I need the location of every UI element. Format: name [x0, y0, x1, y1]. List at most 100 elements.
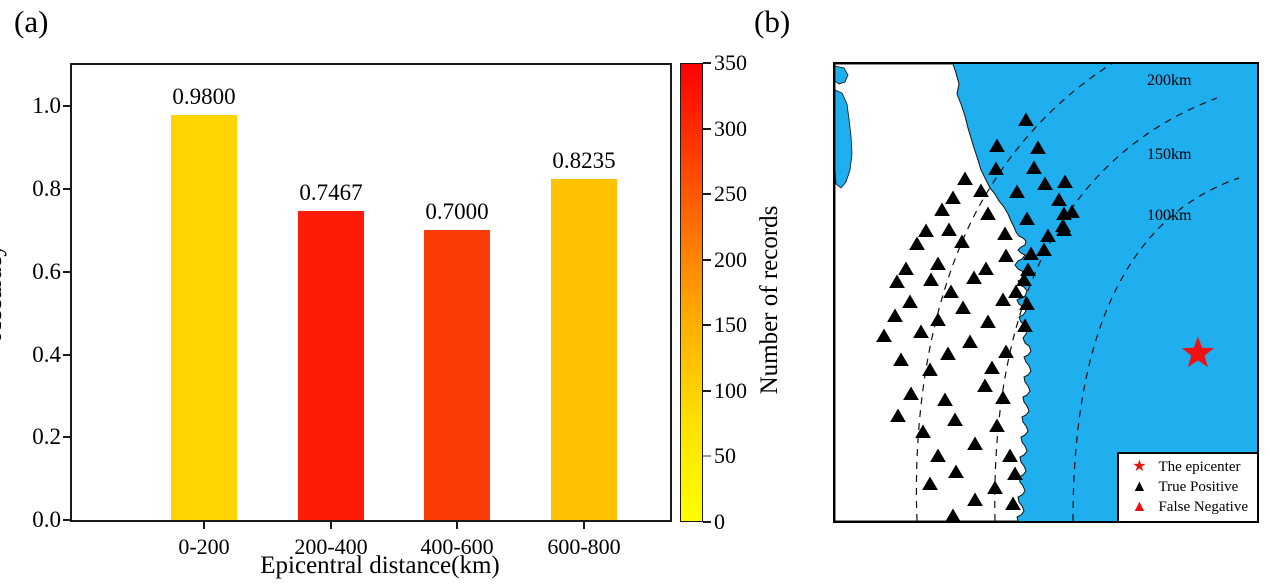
latitude-tick-label: 38°N — [833, 356, 835, 382]
station-true-positive — [984, 360, 1000, 374]
colorbar-tick-label: 150 — [714, 312, 747, 338]
station-true-positive — [934, 202, 950, 216]
bar-200-400: 0.7467 — [298, 180, 364, 520]
colorbar-tick-label: 50 — [714, 443, 736, 469]
station-true-positive — [995, 292, 1011, 306]
y-tick-label: 0.4 — [32, 341, 61, 367]
longitude-tick-mark — [1093, 521, 1095, 523]
station-true-positive — [945, 190, 961, 204]
station-true-positive — [957, 171, 973, 185]
station-true-positive — [955, 300, 971, 314]
station-true-positive — [930, 312, 946, 326]
colorbar-tick-label: 100 — [714, 377, 747, 403]
contour-label-150km: 150km — [1147, 146, 1192, 163]
station-true-positive — [909, 236, 925, 250]
station-true-positive — [1056, 222, 1072, 236]
station-true-positive — [1017, 318, 1033, 332]
station-true-positive — [898, 261, 914, 275]
x-tick-label-400-600: 400-600 — [420, 534, 494, 559]
legend-item-false-negative: ▲ False Negative — [1126, 497, 1248, 517]
contour-label-200km: 200km — [1147, 72, 1192, 89]
station-true-positive — [913, 324, 929, 338]
station-true-positive — [1036, 242, 1052, 256]
legend-item-epicenter: ★ The epicenter — [1126, 457, 1248, 477]
station-true-positive — [923, 272, 939, 286]
station-true-positive — [918, 223, 934, 237]
bar-value-label: 0.8235 — [552, 148, 616, 174]
x-tick-label-200-400: 200-400 — [294, 534, 368, 559]
station-true-positive — [967, 492, 983, 506]
station-true-positive — [943, 284, 959, 298]
station-true-positive — [1019, 211, 1035, 225]
colorbar-tick-label: 250 — [714, 181, 747, 207]
map-plot-area: 200km 150km 100km ★ The epicenter ▲ True… — [833, 62, 1259, 523]
station-true-positive — [966, 270, 982, 284]
station-true-positive — [998, 344, 1014, 358]
triangle-icon: ▲ — [1131, 478, 1148, 495]
station-true-positive — [962, 334, 978, 348]
colorbar-tick-mark — [703, 258, 711, 261]
x-tick-mark — [456, 520, 458, 529]
longitude-tick-mark — [1214, 521, 1216, 523]
bar-400-600: 0.7000 — [424, 199, 490, 520]
legend-label-true-positive: True Positive — [1158, 478, 1239, 495]
y-tick-mark — [63, 105, 72, 108]
colorbar-tick-label: 0 — [714, 509, 725, 534]
panel-b-tag: (b) — [754, 4, 791, 39]
colorbar-tick-label: 350 — [714, 50, 747, 75]
contour-150km — [994, 97, 1218, 521]
legend-label-epicenter: The epicenter — [1158, 458, 1241, 475]
longitude-tick-mark — [973, 521, 975, 523]
station-true-positive — [945, 508, 961, 521]
station-true-positive — [1008, 284, 1024, 298]
legend-item-true-positive: ▲ True Positive — [1126, 477, 1248, 497]
station-true-positive — [915, 424, 931, 438]
x-tick-label-0-200: 0-200 — [178, 534, 230, 559]
station-true-positive — [893, 352, 909, 366]
y-tick-label: 0.6 — [32, 258, 61, 284]
colorbar-tick-mark — [703, 193, 711, 196]
station-true-positive — [1057, 174, 1073, 188]
bar-600-800: 0.8235 — [551, 148, 617, 520]
x-axis-label-epicentral-distance: Epicentral distance(km) — [260, 552, 500, 579]
colorbar-tick-label: 300 — [714, 115, 747, 141]
latitude-tick-label: 40°N — [833, 62, 835, 77]
station-true-positive — [940, 346, 956, 360]
contour-label-100km: 100km — [1147, 207, 1192, 224]
colorbar-tick-mark — [703, 521, 711, 523]
station-true-positive — [930, 256, 946, 270]
y-tick-mark — [63, 188, 72, 191]
triangle-icon: ▲ — [1131, 498, 1148, 515]
distance-contour-group — [915, 64, 1240, 521]
bar-value-label: 0.9800 — [172, 83, 236, 109]
latitude-tick-label: 37°N — [833, 508, 835, 523]
coastal-bay-west — [835, 65, 853, 189]
station-true-positive — [997, 226, 1013, 240]
station-true-positive — [1040, 228, 1056, 242]
station-true-positive — [890, 408, 906, 422]
y-tick-mark — [63, 519, 72, 521]
y-tick-mark — [63, 436, 72, 439]
station-true-positive — [1037, 176, 1053, 190]
colorbar-tick-mark — [703, 62, 711, 64]
station-true-positive — [903, 386, 919, 400]
x-tick-mark — [203, 520, 205, 529]
station-true-positive — [1016, 272, 1032, 286]
station-true-positive — [1018, 112, 1034, 126]
colorbar-tick-mark — [703, 455, 711, 458]
station-true-positive — [930, 448, 946, 462]
station-true-positive — [937, 392, 953, 406]
station-true-positive — [977, 378, 993, 392]
y-tick-label: 0.0 — [32, 507, 61, 532]
colorbar-gradient — [680, 63, 703, 522]
station-true-positive — [889, 274, 905, 288]
contour-100km — [1072, 177, 1240, 521]
colorbar-tick-mark — [703, 389, 711, 392]
panel-a-bar-chart: (a) Accuracy 0.0 0.2 0.4 0.6 0.8 1.0 0.9800 0-2… — [0, 6, 783, 579]
y-tick-label: 0.8 — [32, 176, 61, 202]
map-legend: ★ The epicenter ▲ True Positive ▲ False … — [1117, 452, 1257, 521]
station-true-positive — [947, 412, 963, 426]
x-tick-mark — [330, 520, 332, 529]
station-true-positive — [954, 234, 970, 248]
station-true-positive — [902, 294, 918, 308]
